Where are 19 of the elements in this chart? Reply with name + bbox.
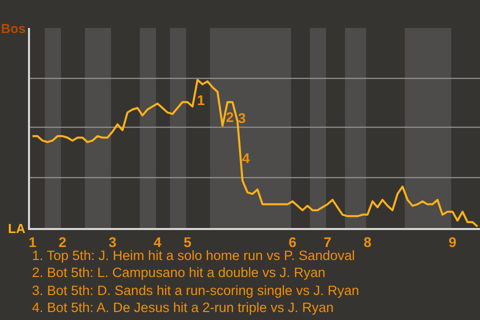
x-tick-label: 9 (448, 234, 457, 250)
text: LA (8, 221, 26, 236)
x-tick-label: 8 (364, 234, 372, 250)
x-tick-label: 1 (28, 234, 37, 250)
x-tick-label: 2 (58, 234, 67, 250)
text: 2. Bot 5th: L. Campusano hit a double vs J. Ryan (32, 265, 326, 280)
x-tick-label: 7 (324, 234, 332, 250)
x-tick-label: 4 (154, 234, 162, 250)
x-tick-label: 5 (184, 234, 192, 250)
text: 4. Bot 5th: A. De Jesus hit a 2-run triple vs J. Ryan (32, 300, 334, 315)
text: Bos (1, 21, 26, 36)
x-tick-label: 6 (288, 234, 297, 250)
text: 3. Bot 5th: D. Sands hit a run-scoring single vs J. Ryan (32, 283, 360, 298)
annotation: 3 (238, 110, 246, 126)
text: 1. Top 5th: J. Heim hit a solo home run vs P. Sandoval (32, 248, 355, 263)
annotation: 4 (242, 150, 250, 166)
annotation: 1 (197, 92, 205, 108)
annotation: 2 (226, 109, 234, 125)
x-tick-label: 3 (108, 234, 117, 250)
